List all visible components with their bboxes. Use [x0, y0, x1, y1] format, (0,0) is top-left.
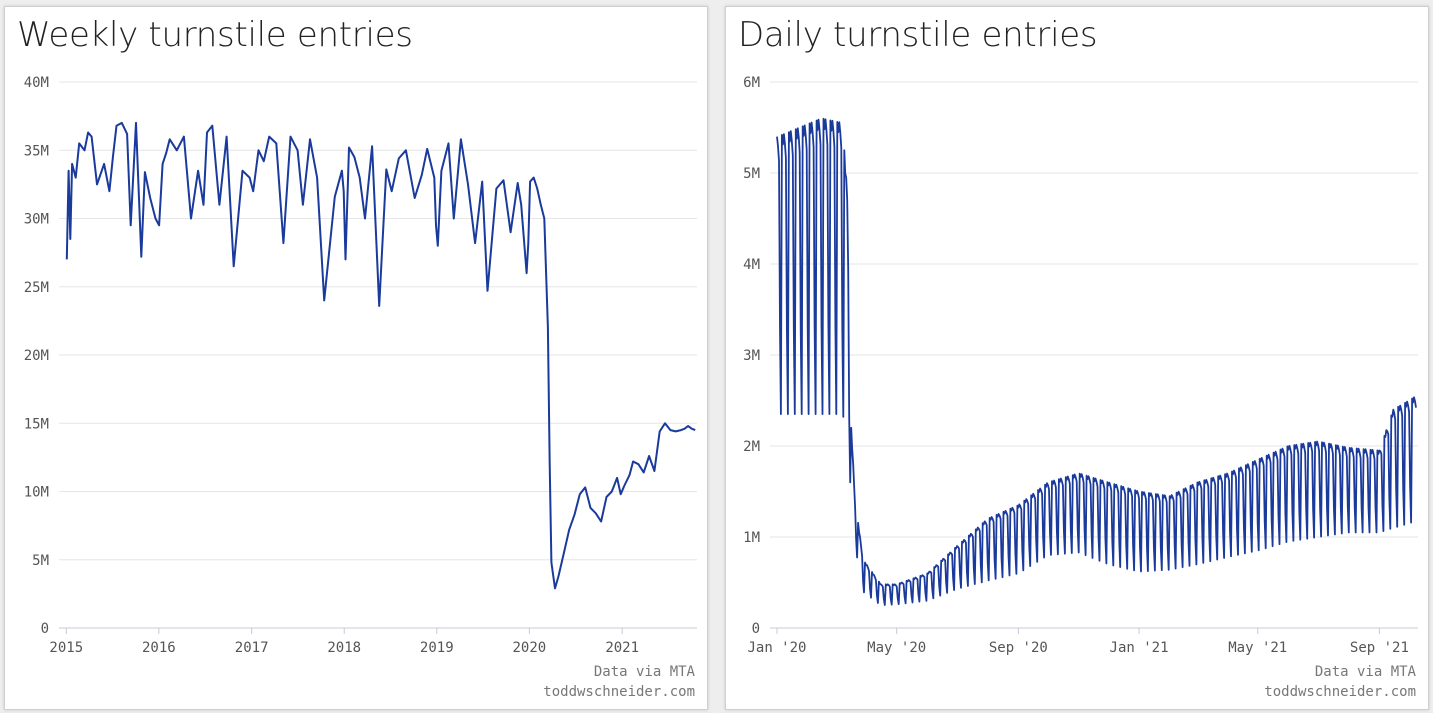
daily-chart: 0 1M 2M 3M 4M 5M 6M Jan '20 May '20 Sep '20 Jan '2…	[743, 75, 1418, 656]
daily-y-tick-label: 2M	[743, 439, 760, 455]
daily-x-tick-label: Jan '20	[747, 640, 806, 656]
daily-series-line	[776, 117, 1417, 606]
daily-x-tick-label: Jan '21	[1110, 640, 1169, 656]
daily-chart-panel: Daily turnstile entries 0 1M 2M 3M 4M 5M 6M Jan…	[725, 6, 1429, 710]
weekly-y-tick-label: 5M	[32, 553, 49, 569]
weekly-y-tick-label: 15M	[24, 416, 49, 432]
weekly-series-line	[65, 121, 696, 590]
daily-y-tick-label: 4M	[743, 257, 760, 273]
weekly-y-tick-label: 30M	[24, 212, 49, 228]
daily-y-tick-label: 1M	[743, 530, 760, 546]
weekly-y-tick-label: 40M	[24, 75, 49, 91]
daily-x-tick-label: Sep '20	[989, 640, 1048, 656]
weekly-x-tick-label: 2016	[142, 640, 176, 656]
weekly-x-tick-label: 2021	[605, 640, 639, 656]
daily-x-tick-label: May '20	[867, 640, 926, 656]
daily-credit-source: Data via MTA	[1314, 664, 1416, 680]
daily-y-tick-label: 0	[752, 621, 760, 637]
weekly-credit-site[interactable]: toddwschneider.com	[543, 684, 695, 700]
weekly-y-tick-label: 25M	[24, 280, 49, 296]
weekly-chart: 0 5M 10M 15M 20M 25M 30M 35M 40M 2015 2016 2017 2018…	[24, 75, 697, 656]
daily-y-tick-label: 6M	[743, 75, 760, 91]
weekly-y-tick-label: 20M	[24, 348, 49, 364]
weekly-y-tick-label: 35M	[24, 143, 49, 159]
daily-y-tick-label: 5M	[743, 166, 760, 182]
weekly-x-tick-label: 2019	[420, 640, 454, 656]
daily-x-tick-label: May '21	[1228, 640, 1287, 656]
weekly-x-tick-label: 2020	[513, 640, 547, 656]
weekly-credit-source: Data via MTA	[593, 664, 695, 680]
daily-chart-title: Daily turnstile entries	[738, 15, 1098, 55]
weekly-x-tick-label: 2017	[235, 640, 269, 656]
weekly-chart-panel: Weekly turnstile entries 0 5M 10M 15M 20M 25M…	[4, 6, 708, 710]
weekly-y-tick-label: 10M	[24, 485, 49, 501]
weekly-y-tick-label: 0	[41, 621, 49, 637]
daily-y-tick-label: 3M	[743, 348, 760, 364]
daily-credit-site[interactable]: toddwschneider.com	[1264, 684, 1416, 700]
weekly-x-tick-label: 2015	[49, 640, 83, 656]
daily-x-tick-label: Sep '21	[1350, 640, 1409, 656]
weekly-x-tick-label: 2018	[327, 640, 361, 656]
weekly-chart-title: Weekly turnstile entries	[17, 15, 413, 55]
